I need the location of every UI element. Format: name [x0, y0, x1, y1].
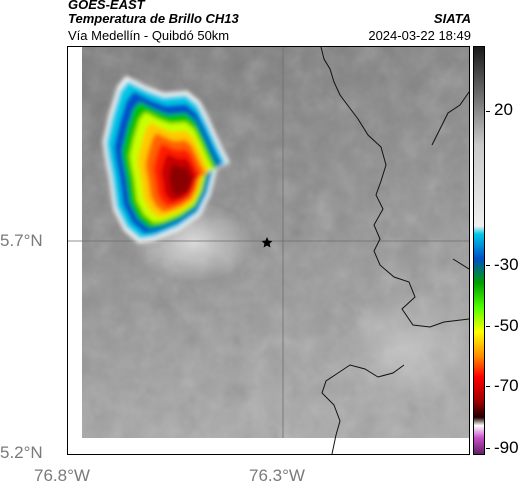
border-line — [320, 47, 469, 328]
organization-label: SIATA — [433, 11, 471, 26]
location-subtitle: Vía Medellín - Quibdó 50km — [68, 28, 230, 43]
x-tick-label-2: 76.3°W — [249, 466, 305, 485]
product-title: Temperatura de Brillo CH13 — [68, 11, 239, 26]
colorbar-tick — [486, 386, 490, 387]
border-line-east — [452, 258, 469, 270]
colorbar-label-20: 20 — [494, 100, 513, 119]
border-line-north — [431, 91, 469, 146]
colorbar-tick — [486, 111, 490, 112]
timestamp-label: 2024-03-22 18:49 — [368, 28, 471, 43]
convective-storm-cell — [102, 75, 230, 244]
colorbar — [473, 46, 485, 455]
storm-contour-9 — [169, 164, 194, 196]
map-canvas — [68, 47, 469, 454]
border-line-south — [321, 364, 405, 454]
star-icon — [261, 237, 273, 248]
colorbar-label-minus70: -70 — [494, 376, 519, 395]
colorbar-label-minus50: -50 — [494, 316, 519, 335]
colorbar-tick — [486, 326, 490, 327]
satellite-name: GOES-EAST — [68, 0, 145, 12]
colorbar-label-minus90: -90 — [494, 438, 519, 457]
x-tick-label-1: 76.8°W — [34, 466, 90, 485]
y-tick-label-1: 5.7°N — [0, 231, 43, 250]
colorbar-tick — [486, 265, 490, 266]
cloud-bright-area-east — [348, 292, 468, 402]
satellite-map[interactable] — [67, 46, 470, 455]
colorbar-tick — [486, 448, 490, 449]
y-tick-label-2: 5.2°N — [0, 443, 43, 462]
colorbar-label-minus30: -30 — [494, 255, 519, 274]
